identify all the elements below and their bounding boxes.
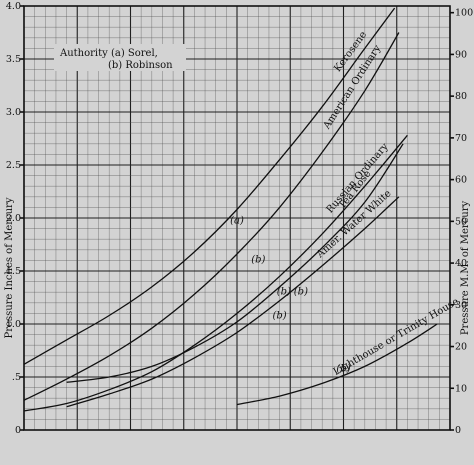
y-axis-label-left: Pressure Inches of Mercury [4, 197, 15, 338]
left-tick-label: 0 [15, 425, 21, 436]
right-tick-label: 20 [455, 342, 467, 353]
series-line [23, 32, 400, 401]
curve-annotation: (b) [272, 311, 286, 322]
curves [23, 7, 438, 412]
right-tick-label: 0 [455, 425, 461, 436]
left-tick-label: 2.5 [6, 160, 21, 171]
left-tick-label: 1.0 [6, 319, 21, 330]
series-line [66, 196, 400, 408]
right-tick-label: 70 [455, 133, 467, 144]
grid [23, 5, 451, 431]
right-tick-label: 50 [455, 216, 467, 227]
left-tick-label: .5 [12, 372, 21, 383]
series-line [23, 7, 396, 365]
series-line [236, 323, 438, 406]
curve-annotation: (b) [336, 364, 350, 375]
legend-line-2: (b) Robinson [108, 60, 173, 71]
annotations: (a)(b)(b) (b)(b)(b) [230, 215, 351, 374]
right-tick-label: 60 [455, 175, 467, 186]
left-tick-label: 4.0 [6, 1, 21, 12]
legend: Authority (a) Sorel, (b) Robinson [54, 44, 186, 71]
curve-annotation: (b) [251, 255, 265, 266]
right-tick-label: 80 [455, 91, 467, 102]
y-axis-label-right: Pressure M.M. of Mercury [460, 200, 471, 335]
right-tick-label: 100 [455, 8, 473, 19]
series-line [23, 134, 408, 412]
series-line [66, 143, 404, 383]
left-tick-label: 3.5 [6, 54, 21, 65]
left-tick-label: 1.5 [6, 266, 21, 277]
right-tick-label: 30 [455, 300, 467, 311]
right-tick-label: 10 [455, 383, 467, 394]
right-tick-label: 90 [455, 49, 467, 60]
curve-annotation: (b) [277, 286, 291, 297]
left-tick-label: 2.0 [6, 213, 21, 224]
curve-annotation: (a) [230, 215, 244, 226]
right-tick-label: 40 [455, 258, 467, 269]
curve-annotation: (b) [294, 286, 308, 297]
left-tick-label: 3.0 [6, 107, 21, 118]
legend-box [54, 44, 186, 71]
legend-line-1: Authority (a) Sorel, [59, 48, 158, 59]
ticks: 4.03.53.02.52.01.51.0.501009080706050403… [6, 1, 473, 436]
